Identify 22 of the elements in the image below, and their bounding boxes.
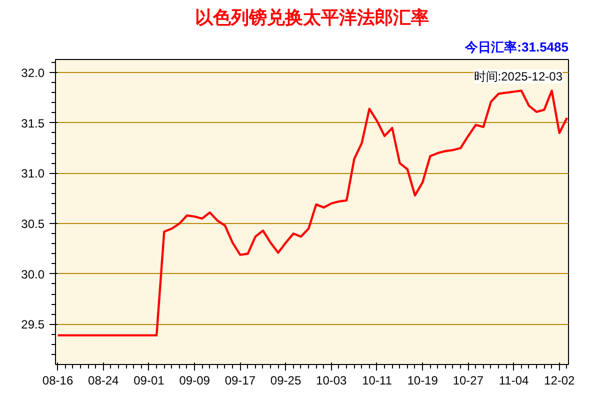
x-tick-label: 09-17 bbox=[224, 374, 256, 388]
y-tick-label: 31.5 bbox=[21, 116, 45, 130]
y-tick-label: 31.0 bbox=[21, 166, 45, 181]
x-tick-label: 08-16 bbox=[42, 374, 74, 388]
x-tick-label: 10-03 bbox=[316, 374, 348, 388]
y-tick-label: 30.0 bbox=[21, 267, 45, 282]
chart-title: 以色列镑兑换太平洋法郎汇率 bbox=[195, 8, 429, 28]
x-tick-label: 09-09 bbox=[179, 374, 210, 388]
y-tick-label: 29.5 bbox=[21, 318, 45, 332]
x-tick-label: 10-19 bbox=[407, 374, 438, 388]
chart-subtitle: 今日汇率:31.5485 bbox=[464, 40, 569, 54]
line-series bbox=[56, 90, 568, 336]
x-tick-label: 08-24 bbox=[88, 374, 120, 388]
x-tick-label: 09-01 bbox=[134, 374, 165, 388]
annotation: 时间:2025-12-03 bbox=[474, 70, 563, 84]
x-tick-label: 10-27 bbox=[452, 374, 484, 388]
x-tick-label: 12-02 bbox=[544, 374, 576, 388]
y-tick-label: 32.0 bbox=[21, 66, 45, 80]
y-tick-label: 30.5 bbox=[21, 217, 45, 232]
x-tick-label: 11-04 bbox=[498, 374, 530, 388]
x-tick-label: 09-25 bbox=[270, 374, 302, 388]
x-tick-label: 10-11 bbox=[362, 374, 392, 388]
